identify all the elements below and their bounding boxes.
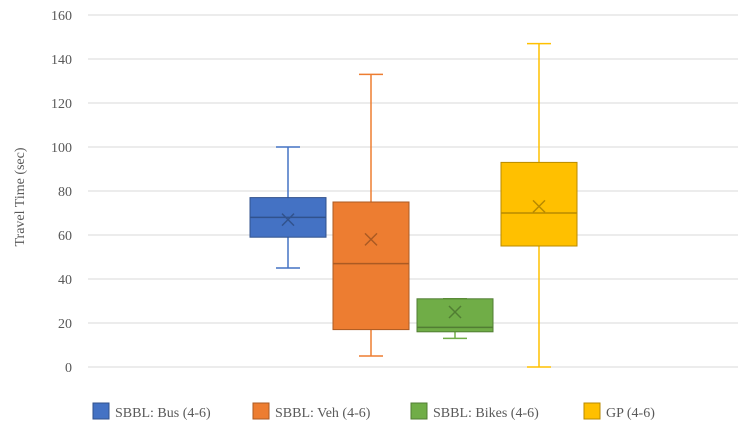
y-tick-label: 20 (58, 317, 72, 332)
iqr-box (500, 161, 578, 247)
mean-marker (532, 199, 546, 213)
mean-marker (281, 213, 295, 227)
y-tick-label: 0 (65, 361, 72, 376)
y-tick-label: 140 (51, 53, 72, 68)
y-tick-label: 60 (58, 229, 72, 244)
legend-item: SBBL: Bus (4-6) (92, 402, 211, 421)
legend-item: SBBL: Veh (4-6) (252, 402, 371, 421)
legend-label: SBBL: Veh (4-6) (275, 406, 371, 421)
y-tick-label: 100 (51, 141, 72, 156)
legend-label: SBBL: Bikes (4-6) (433, 406, 539, 421)
y-tick-label: 40 (58, 273, 72, 288)
y-axis-title: Travel Time (sec) (13, 147, 28, 246)
legend-label: SBBL: Bus (4-6) (115, 406, 211, 421)
legend: SBBL: Bus (4-6) SBBL: Veh (4-6) SBBL: Bike… (92, 402, 655, 421)
y-tick-label: 160 (51, 9, 72, 24)
y-axis-tick-labels: 0 20 40 60 80 100 120 140 160 (51, 9, 72, 376)
box-series-3 (416, 298, 494, 340)
mean-marker (448, 305, 462, 319)
legend-item: GP (4-6) (583, 402, 655, 421)
legend-swatch (410, 402, 428, 420)
legend-swatch (583, 402, 601, 420)
legend-swatch (252, 402, 270, 420)
mean-marker (364, 232, 378, 246)
box-series-1 (249, 146, 327, 269)
iqr-box (416, 298, 494, 333)
y-tick-label: 80 (58, 185, 72, 200)
legend-swatch (92, 402, 110, 420)
gridlines (88, 14, 738, 368)
legend-label: GP (4-6) (606, 406, 655, 421)
iqr-box (332, 201, 410, 331)
box-series-2 (332, 73, 410, 357)
box-series (249, 42, 578, 368)
legend-item: SBBL: Bikes (4-6) (410, 402, 539, 421)
y-tick-label: 120 (51, 97, 72, 112)
box-series-4 (500, 42, 578, 368)
